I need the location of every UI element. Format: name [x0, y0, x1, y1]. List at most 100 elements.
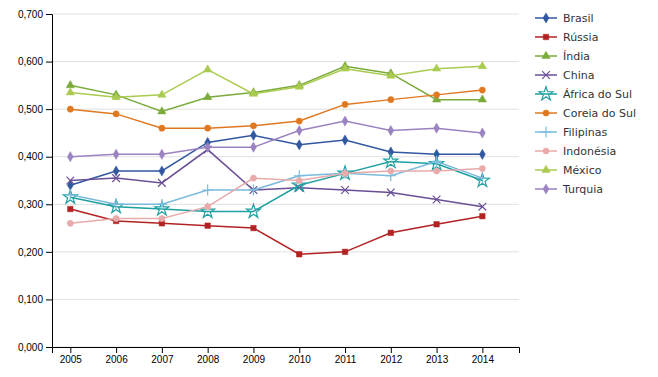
point	[113, 149, 119, 159]
point	[250, 175, 256, 181]
x-tick: 2012	[380, 347, 403, 365]
point	[251, 225, 256, 230]
point	[478, 95, 486, 102]
point	[109, 199, 123, 212]
point	[296, 125, 302, 135]
point	[432, 64, 440, 71]
x-tick: 2007	[151, 347, 174, 365]
y-tick-mark	[46, 14, 52, 15]
legend-item: Rússia	[535, 31, 598, 44]
x-tick-label: 2005	[60, 354, 83, 365]
legend-label: África do Sul	[563, 88, 632, 101]
point	[387, 189, 395, 197]
point	[113, 166, 119, 176]
x-tick-label: 2013	[426, 354, 449, 365]
y-axis: 0,0000,1000,2000,3000,4000,5000,6000,700	[18, 9, 53, 353]
y-tick-mark	[46, 109, 52, 110]
point	[204, 65, 212, 72]
point	[296, 251, 301, 256]
point	[158, 90, 166, 97]
point	[479, 87, 485, 93]
x-tick-mark	[208, 347, 209, 353]
point	[66, 177, 74, 185]
point	[66, 81, 74, 88]
legend-item: Brasil	[535, 12, 594, 25]
y-tick-mark	[46, 62, 52, 63]
x-tick-mark	[253, 347, 254, 353]
point	[434, 222, 439, 227]
legend-label: Brasil	[563, 12, 594, 25]
point	[433, 92, 439, 98]
point	[342, 101, 348, 107]
grid-line	[52, 61, 519, 62]
grid-line	[52, 251, 519, 252]
x-tick-mark	[70, 347, 71, 353]
y-tick-label: 0,600	[18, 56, 43, 67]
point	[202, 185, 213, 196]
y-tick-label: 0,300	[18, 199, 43, 210]
point	[479, 128, 485, 138]
legend-marker	[543, 148, 549, 154]
y-tick-mark	[46, 252, 52, 253]
legend-label: Turquia	[562, 183, 603, 196]
point	[388, 125, 394, 135]
grid-line	[52, 14, 519, 15]
point	[480, 213, 485, 218]
point	[112, 174, 120, 182]
x-tick-mark	[345, 347, 346, 353]
y-tick: 0,600	[18, 56, 52, 67]
x-tick-label: 2008	[197, 354, 220, 365]
y-tick: 0,700	[18, 9, 52, 20]
point	[295, 82, 303, 89]
x-tick-mark	[116, 347, 117, 353]
grid	[52, 14, 519, 347]
legend-label: China	[563, 69, 594, 82]
y-tick-label: 0,400	[18, 151, 43, 162]
x-tick: 2010	[289, 347, 312, 365]
y-tick-label: 0,100	[18, 294, 43, 305]
series-line	[70, 161, 482, 211]
series-line	[70, 169, 482, 224]
series-line	[70, 66, 482, 111]
point	[205, 142, 211, 152]
point	[251, 130, 257, 140]
y-tick: 0,500	[18, 104, 52, 115]
point	[159, 215, 165, 221]
point	[341, 64, 349, 71]
x-tick: 2008	[197, 347, 220, 365]
x-tick-mark	[162, 347, 163, 353]
point	[387, 71, 395, 78]
x-tick-label: 2007	[151, 354, 174, 365]
point	[388, 97, 394, 103]
x-axis-line	[53, 348, 520, 354]
x-tick: 2014	[472, 347, 495, 365]
x-tick: 2005	[60, 347, 83, 365]
y-tick: 0,000	[18, 342, 52, 353]
point	[249, 89, 257, 96]
point	[159, 125, 165, 131]
point	[434, 123, 440, 133]
legend-item: Índia	[535, 50, 590, 63]
x-tick-label: 2011	[335, 354, 357, 365]
legend-item: Indonésia	[535, 145, 616, 158]
point	[251, 142, 257, 152]
point	[66, 88, 74, 95]
legend-marker	[543, 13, 549, 23]
grid-line	[52, 109, 519, 110]
point	[341, 186, 349, 194]
point	[479, 149, 485, 159]
y-tick-label: 0,500	[18, 104, 43, 115]
legend-label: Indonésia	[563, 145, 616, 158]
point	[296, 140, 302, 150]
legend-marker	[543, 110, 549, 116]
point	[67, 152, 73, 162]
point	[248, 185, 259, 196]
point	[478, 62, 486, 69]
legend-line	[535, 93, 557, 95]
y-tick: 0,100	[18, 294, 52, 305]
x-tick: 2006	[105, 347, 128, 365]
grid-line	[52, 299, 519, 300]
legend-marker	[542, 51, 550, 58]
legend: BrasilRússiaÍndiaChinaÁfrica do SulCorei…	[535, 12, 636, 196]
y-tick-label: 0,700	[18, 9, 43, 20]
